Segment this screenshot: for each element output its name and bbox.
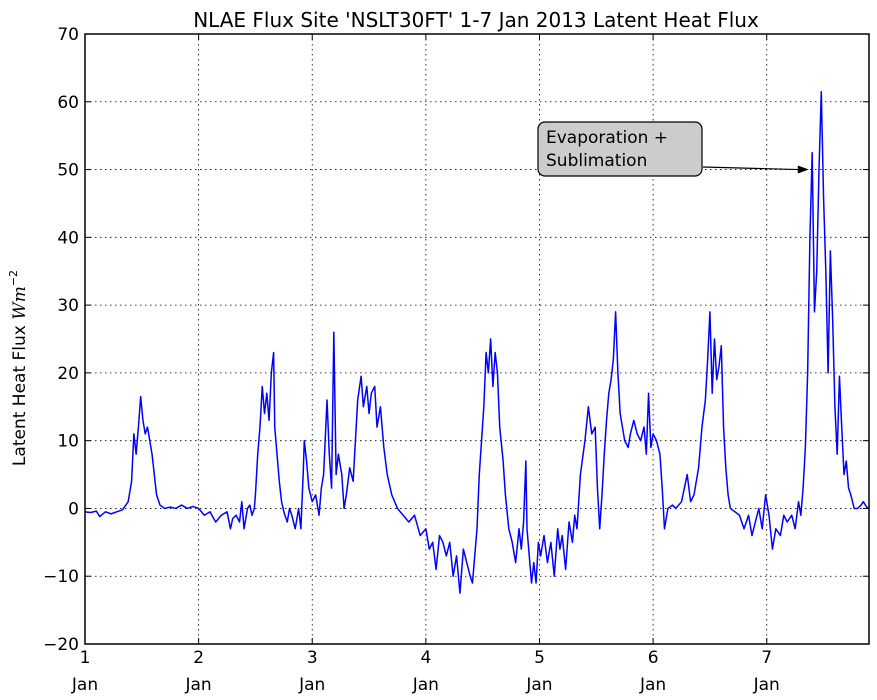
annotation-arrow-head — [797, 165, 809, 174]
x-tick-label-day: 7 — [761, 648, 772, 668]
y-tick-label: 0 — [68, 499, 79, 519]
annotation-arrow — [702, 165, 809, 174]
y-tick-label: −20 — [43, 635, 79, 655]
x-tick-label-month: Jan — [753, 675, 780, 695]
y-tick-label: 30 — [57, 296, 79, 316]
x-tick-label-month: Jan — [71, 675, 98, 695]
x-tick-label-day: 4 — [420, 648, 431, 668]
x-tick-labels: 1 Jan 2 Jan 3 Jan 4 Jan 5 Jan 6 Jan 7 Jan — [71, 648, 780, 695]
annotation: Evaporation + Sublimation — [537, 121, 809, 177]
annotation-line-2: Sublimation — [546, 151, 647, 171]
x-tick-label-month: Jan — [298, 675, 325, 695]
x-tick-label-month: Jan — [185, 675, 212, 695]
annotation-line-1: Evaporation + — [546, 128, 668, 148]
data-series-layer — [84, 90, 870, 594]
annotation-box — [537, 121, 703, 177]
grid-lines — [85, 34, 869, 644]
y-tick-label: 20 — [57, 364, 79, 384]
x-tick-label-day: 3 — [307, 648, 318, 668]
y-tick-label: 60 — [57, 93, 79, 113]
x-tick-label-month: Jan — [525, 675, 552, 695]
series-line — [84, 90, 870, 594]
y-tick-label: 10 — [57, 432, 79, 452]
y-tick-label: 40 — [57, 228, 79, 248]
chart-title: NLAE Flux Site 'NSLT30FT' 1-7 Jan 2013 L… — [193, 8, 759, 32]
x-tick-label-day: 2 — [193, 648, 204, 668]
plot-area-frame — [84, 33, 870, 645]
x-tick-label-day: 6 — [648, 648, 659, 668]
axis-ticks — [84, 33, 869, 645]
y-tick-label: 50 — [57, 161, 79, 181]
y-tick-label: 70 — [57, 25, 79, 45]
annotation-arrow-shaft — [702, 166, 799, 171]
y-tick-label: −10 — [43, 567, 79, 587]
x-tick-label-month: Jan — [412, 675, 439, 695]
y-axis-label: Latent Heat Flux Wm−2 — [7, 270, 30, 466]
x-tick-label-day: 1 — [80, 648, 91, 668]
y-tick-labels: −20 −10 0 10 20 30 40 50 60 70 — [43, 25, 79, 655]
x-tick-label-day: 5 — [534, 648, 545, 668]
x-tick-label-month: Jan — [639, 675, 666, 695]
